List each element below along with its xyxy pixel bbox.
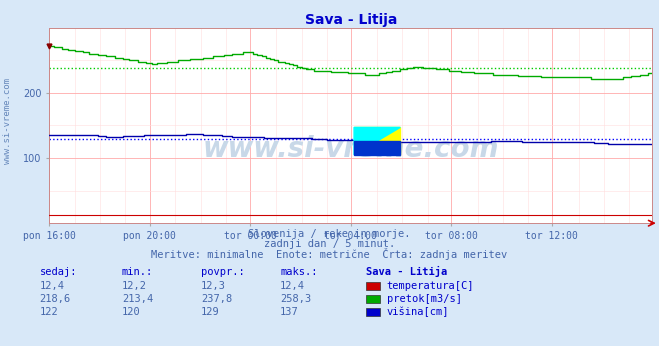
Text: 12,4: 12,4 xyxy=(280,281,305,291)
Text: 122: 122 xyxy=(40,307,58,317)
Text: sedaj:: sedaj: xyxy=(40,267,77,277)
Text: temperatura[C]: temperatura[C] xyxy=(387,281,474,291)
Text: zadnji dan / 5 minut.: zadnji dan / 5 minut. xyxy=(264,239,395,249)
Polygon shape xyxy=(354,127,400,155)
Text: 258,3: 258,3 xyxy=(280,294,311,304)
Text: 120: 120 xyxy=(122,307,140,317)
Text: 129: 129 xyxy=(201,307,219,317)
Text: 12,4: 12,4 xyxy=(40,281,65,291)
Text: 12,3: 12,3 xyxy=(201,281,226,291)
Text: pretok[m3/s]: pretok[m3/s] xyxy=(387,294,462,304)
Text: višina[cm]: višina[cm] xyxy=(387,307,449,317)
Polygon shape xyxy=(354,127,400,155)
Text: 218,6: 218,6 xyxy=(40,294,71,304)
Text: maks.:: maks.: xyxy=(280,267,318,277)
Text: 137: 137 xyxy=(280,307,299,317)
Text: povpr.:: povpr.: xyxy=(201,267,244,277)
Title: Sava - Litija: Sava - Litija xyxy=(304,12,397,27)
Text: Meritve: minimalne  Enote: metrične  Črta: zadnja meritev: Meritve: minimalne Enote: metrične Črta:… xyxy=(152,248,507,260)
Polygon shape xyxy=(354,141,400,155)
Text: min.:: min.: xyxy=(122,267,153,277)
Text: 213,4: 213,4 xyxy=(122,294,153,304)
Text: www.si-vreme.com: www.si-vreme.com xyxy=(3,78,13,164)
Text: www.si-vreme.com: www.si-vreme.com xyxy=(203,135,499,163)
Text: Sava - Litija: Sava - Litija xyxy=(366,266,447,277)
Text: Slovenija / reke in morje.: Slovenija / reke in morje. xyxy=(248,229,411,239)
Text: 237,8: 237,8 xyxy=(201,294,232,304)
Text: 12,2: 12,2 xyxy=(122,281,147,291)
